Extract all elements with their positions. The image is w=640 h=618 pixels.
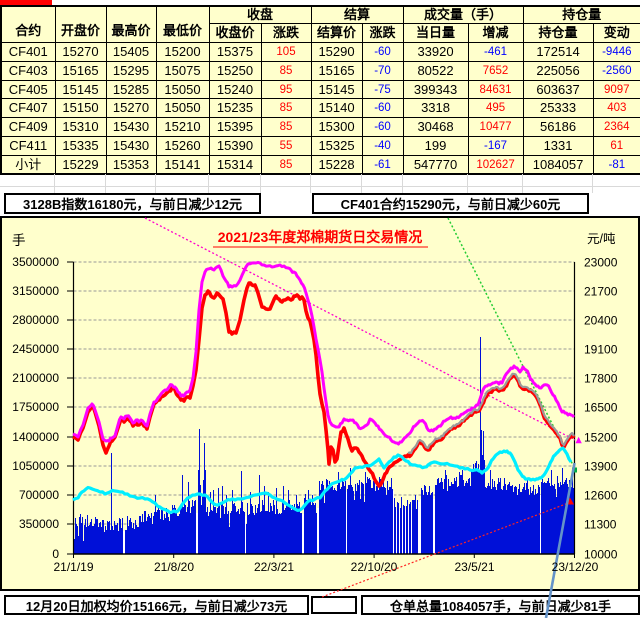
svg-text:23000: 23000 xyxy=(584,256,618,270)
svg-text:0: 0 xyxy=(52,547,59,561)
svg-text:1050000: 1050000 xyxy=(12,459,59,473)
svg-text:3150000: 3150000 xyxy=(12,284,59,298)
svg-text:2800000: 2800000 xyxy=(12,313,59,327)
svg-text:23/5/21: 23/5/21 xyxy=(454,560,494,574)
svg-text:21/1/19: 21/1/19 xyxy=(53,560,93,574)
svg-text:13900: 13900 xyxy=(584,460,618,474)
svg-text:17800: 17800 xyxy=(584,372,618,386)
svg-text:15200: 15200 xyxy=(584,431,618,445)
svg-text:2450000: 2450000 xyxy=(12,342,59,356)
svg-text:1400000: 1400000 xyxy=(12,430,59,444)
svg-text:20400: 20400 xyxy=(584,314,618,328)
svg-text:21700: 21700 xyxy=(584,285,618,299)
svg-text:22/3/21: 22/3/21 xyxy=(254,560,294,574)
svg-text:23/12/20: 23/12/20 xyxy=(552,560,599,574)
svg-text:11300: 11300 xyxy=(584,518,617,532)
svg-text:3500000: 3500000 xyxy=(12,255,59,269)
svg-text:1750000: 1750000 xyxy=(12,400,59,414)
svg-text:12600: 12600 xyxy=(584,489,618,503)
svg-text:元/吨: 元/吨 xyxy=(587,232,616,246)
svg-text:19100: 19100 xyxy=(584,343,618,357)
svg-text:21/8/20: 21/8/20 xyxy=(154,560,194,574)
svg-text:10000: 10000 xyxy=(584,548,618,562)
svg-text:350000: 350000 xyxy=(19,517,59,531)
svg-text:2100000: 2100000 xyxy=(12,371,59,385)
svg-text:16500: 16500 xyxy=(584,401,618,415)
svg-text:2021/23年度郑棉期货日交易情况: 2021/23年度郑棉期货日交易情况 xyxy=(218,229,423,245)
svg-text:700000: 700000 xyxy=(19,488,59,502)
svg-text:22/10/20: 22/10/20 xyxy=(351,560,398,574)
svg-text:手: 手 xyxy=(12,233,26,248)
